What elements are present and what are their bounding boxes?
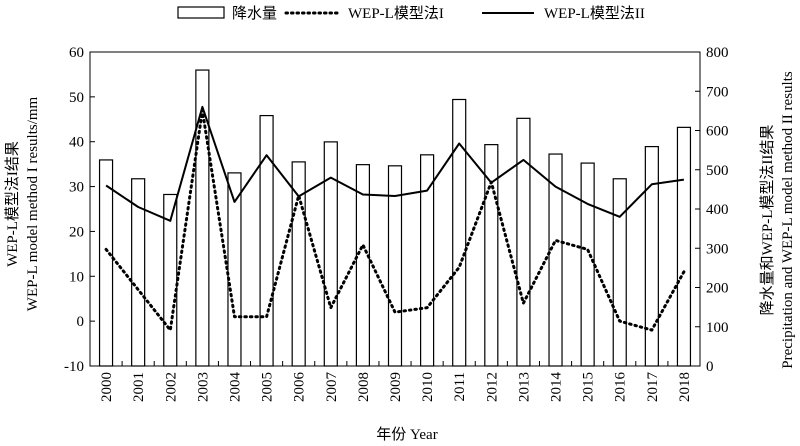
x-tick-label-2017: 2017 bbox=[645, 372, 661, 403]
x-axis-title: 年份 Year bbox=[376, 426, 437, 443]
left-tick-label: 60 bbox=[69, 45, 84, 61]
legend: 降水量 WEP-L模型法I WEP-L模型法II bbox=[177, 5, 645, 22]
x-tick-label-2012: 2012 bbox=[484, 372, 500, 402]
bar-2006 bbox=[291, 161, 306, 367]
bar-2007 bbox=[323, 141, 338, 367]
x-tick-label-2007: 2007 bbox=[324, 372, 340, 403]
precipitation-bars bbox=[98, 69, 692, 367]
model-lines bbox=[104, 105, 686, 332]
x-tick-label-2008: 2008 bbox=[356, 372, 372, 402]
x-tick-label-2001: 2001 bbox=[131, 372, 147, 402]
bar-2015 bbox=[580, 162, 595, 367]
left-axis-title-line2: WEP-L model method I results/mm bbox=[25, 96, 41, 311]
x-tick-label-2016: 2016 bbox=[613, 372, 629, 403]
legend-swatch-precipitation bbox=[177, 6, 225, 19]
left-tick-label: 30 bbox=[69, 180, 84, 196]
left-tick-label: 40 bbox=[69, 135, 84, 151]
x-tick-label-2005: 2005 bbox=[260, 372, 276, 402]
bar-2016 bbox=[612, 178, 627, 367]
x-tick-label-2002: 2002 bbox=[163, 372, 179, 402]
axes: -100102030405060010020030040050060070080… bbox=[64, 45, 729, 402]
line-method2 bbox=[105, 105, 685, 222]
left-tick-label: 50 bbox=[69, 90, 84, 106]
x-tick-label-2003: 2003 bbox=[195, 372, 211, 402]
right-tick-label: 800 bbox=[706, 45, 729, 61]
bar-2018 bbox=[676, 126, 692, 367]
right-tick-label: 100 bbox=[706, 320, 729, 336]
legend-label-method1: WEP-L模型法I bbox=[348, 5, 444, 22]
bar-2017 bbox=[644, 145, 659, 367]
left-tick-label: 10 bbox=[69, 269, 84, 285]
x-tick-label-2013: 2013 bbox=[516, 372, 532, 402]
x-tick-label-2000: 2000 bbox=[99, 372, 115, 402]
right-tick-label: 400 bbox=[706, 202, 729, 218]
right-tick-label: 500 bbox=[706, 163, 729, 179]
x-tick-label-2006: 2006 bbox=[292, 372, 308, 403]
x-tick-label-2018: 2018 bbox=[677, 372, 693, 402]
right-axis-title-line2: Precipitation and WEP-L model method II … bbox=[780, 71, 796, 369]
bar-2000 bbox=[98, 159, 114, 367]
left-tick-label: 20 bbox=[69, 224, 84, 240]
bar-2013 bbox=[516, 117, 531, 367]
right-tick-label: 0 bbox=[706, 359, 714, 375]
x-tick-label-2010: 2010 bbox=[420, 372, 436, 402]
left-axis-title-line1: WEP-L模型法I结果 bbox=[4, 141, 21, 267]
x-tick-label-2009: 2009 bbox=[388, 372, 404, 402]
left-tick-label: -10 bbox=[64, 359, 84, 375]
x-tick-label-2004: 2004 bbox=[228, 372, 244, 403]
right-tick-label: 700 bbox=[706, 84, 729, 100]
x-tick-label-2015: 2015 bbox=[581, 372, 597, 402]
legend-label-precipitation: 降水量 bbox=[232, 5, 277, 22]
right-tick-label: 300 bbox=[706, 241, 729, 257]
bar-2005 bbox=[259, 114, 274, 367]
right-tick-label: 600 bbox=[706, 124, 729, 140]
bar-2011 bbox=[452, 98, 467, 367]
x-tick-label-2011: 2011 bbox=[452, 372, 468, 401]
x-tick-label-2014: 2014 bbox=[549, 372, 565, 403]
legend-label-method2: WEP-L模型法II bbox=[544, 5, 645, 22]
bar-2010 bbox=[420, 154, 435, 367]
right-axis-title-line1: 降水量和WEP-L模型法II结果 bbox=[759, 125, 776, 316]
left-tick-label: 0 bbox=[77, 314, 85, 330]
right-tick-label: 200 bbox=[706, 281, 729, 297]
